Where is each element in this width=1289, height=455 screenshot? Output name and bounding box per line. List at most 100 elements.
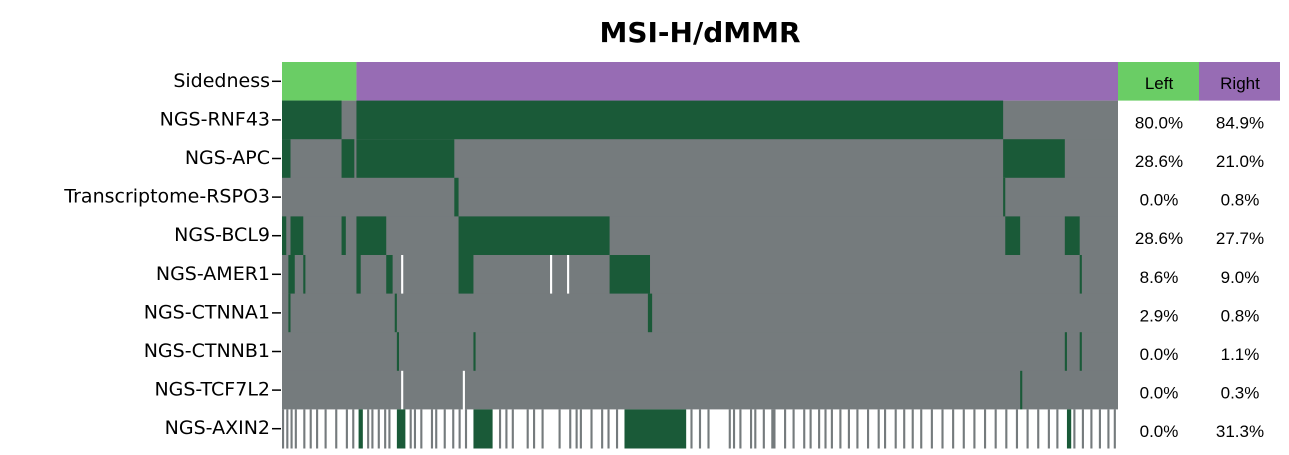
percent-label: 0.0%: [1140, 384, 1179, 403]
cell-segment: [282, 100, 342, 140]
cell-segment: [732, 409, 736, 449]
row-label: NGS-BCL9: [174, 224, 270, 246]
cell-segment: [388, 409, 391, 449]
cell-segment: [749, 409, 753, 449]
cell-segment: [335, 409, 338, 449]
cell-segment: [884, 409, 887, 449]
cell-segment: [511, 409, 514, 449]
cell-segment: [526, 409, 529, 449]
cell-segment: [792, 409, 795, 449]
cell-segment: [1079, 332, 1082, 372]
cell-segment: [1003, 177, 1006, 217]
cell-segment: [394, 293, 397, 333]
cell-segment: [1056, 409, 1059, 449]
legend-label: Right: [1220, 74, 1260, 93]
percent-label: 0.3%: [1221, 384, 1260, 403]
cell-segment: [367, 409, 370, 449]
cell-segment: [533, 409, 536, 449]
cell-segment: [303, 409, 306, 449]
cell-segment: [754, 409, 757, 449]
cell-segment: [962, 409, 965, 449]
cell-segment: [316, 409, 319, 449]
percent-label: 84.9%: [1216, 113, 1264, 132]
cell-segment: [443, 409, 446, 449]
group-segment: [282, 62, 357, 101]
cell-segment: [345, 409, 348, 449]
cell-segment: [550, 255, 553, 295]
cell-segment: [739, 409, 742, 449]
percent-label: 31.3%: [1216, 422, 1264, 441]
row-label: NGS-CTNNB1: [144, 340, 270, 362]
cell-segment: [458, 255, 474, 295]
cell-segment: [911, 409, 914, 449]
cell-segment: [877, 409, 880, 449]
cell-segment: [473, 332, 476, 372]
cell-segment: [941, 409, 944, 449]
cell-segment: [1020, 370, 1023, 410]
cell-segment: [707, 409, 710, 449]
cell-segment: [1015, 409, 1019, 449]
cell-segment: [454, 177, 459, 217]
cell-segment: [579, 409, 582, 449]
cell-segment: [498, 409, 502, 449]
row-background: [282, 293, 1118, 333]
cell-segment: [286, 409, 289, 449]
cell-segment: [282, 216, 287, 256]
cell-segment: [386, 255, 393, 295]
cell-segment: [567, 255, 570, 295]
cell-segment: [952, 409, 955, 449]
percent-label: 9.0%: [1221, 268, 1260, 287]
cell-segment: [590, 409, 593, 449]
cell-segment: [288, 255, 295, 295]
cell-segment: [341, 216, 346, 256]
cell-segment: [973, 409, 976, 449]
cell-segment: [356, 255, 361, 295]
cell-segment: [1005, 409, 1008, 449]
cell-segment: [396, 332, 399, 372]
percent-label: 0.0%: [1140, 191, 1179, 210]
group-segment: [356, 62, 1119, 101]
percent-label: 0.0%: [1140, 422, 1179, 441]
cell-segment: [435, 409, 438, 449]
cell-segment: [728, 409, 731, 449]
cell-segment: [784, 409, 787, 449]
cell-segment: [762, 409, 765, 449]
cell-segment: [409, 409, 412, 449]
cell-segment: [558, 409, 561, 449]
cell-segment: [401, 370, 404, 410]
cell-segment: [1003, 139, 1065, 179]
row-background: [282, 216, 1118, 256]
row-background: [282, 255, 1118, 295]
cell-segment: [458, 409, 461, 449]
cell-segment: [615, 409, 619, 449]
legend-box: [1199, 62, 1280, 101]
row-label: NGS-CTNNA1: [144, 301, 270, 323]
cell-segment: [290, 216, 304, 256]
cell-segment: [856, 409, 859, 449]
row-background: [282, 177, 1118, 217]
cell-segment: [294, 409, 297, 449]
cell-segment: [464, 409, 468, 449]
percent-label: 28.6%: [1135, 152, 1183, 171]
cell-segment: [569, 409, 572, 449]
cell-segment: [690, 409, 693, 449]
cell-segment: [647, 293, 653, 333]
cell-segment: [1005, 216, 1021, 256]
cell-segment: [1064, 332, 1067, 372]
row-label: NGS-AMER1: [156, 263, 270, 285]
cell-segment: [809, 409, 812, 449]
cell-segment: [1066, 409, 1072, 449]
cell-segment: [1098, 409, 1101, 449]
cell-segment: [356, 216, 387, 256]
percent-label: 0.8%: [1221, 306, 1260, 325]
cell-segment: [575, 409, 578, 449]
cell-segment: [609, 255, 651, 295]
cell-segment: [458, 216, 610, 256]
cell-segment: [803, 409, 806, 449]
cell-segment: [401, 255, 404, 295]
row-label: NGS-AXIN2: [165, 417, 270, 439]
row-background: [282, 370, 1118, 410]
percent-label: 28.6%: [1135, 229, 1183, 248]
cell-segment: [462, 370, 465, 410]
cell-segment: [377, 409, 380, 449]
